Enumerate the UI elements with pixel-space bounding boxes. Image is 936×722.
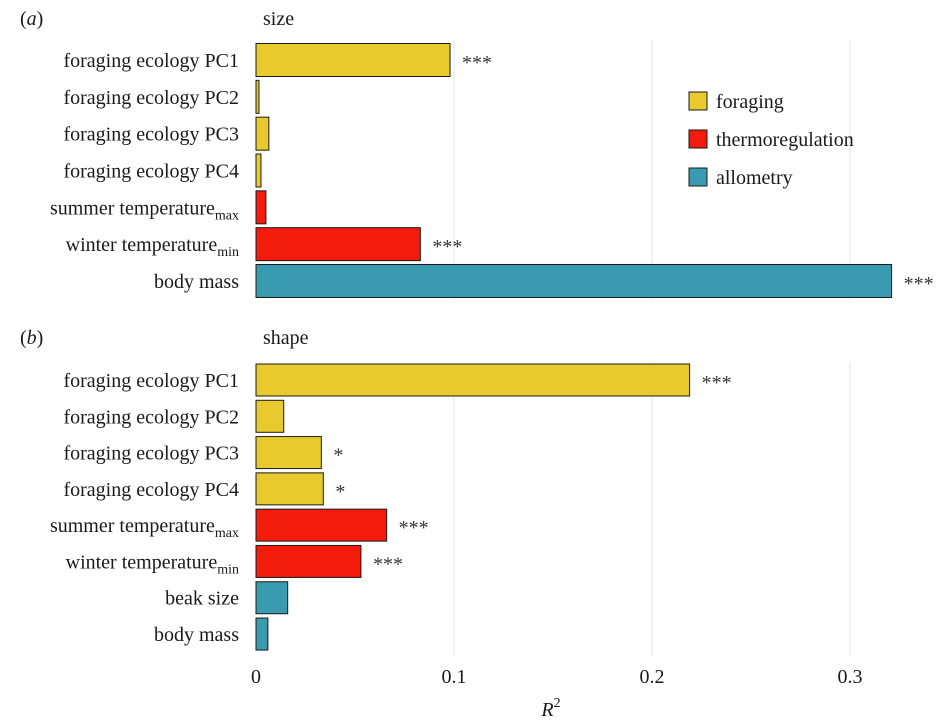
category-label: foraging ecology PC4 bbox=[63, 160, 239, 182]
x-tick-label: 0.3 bbox=[838, 666, 863, 688]
bar bbox=[255, 399, 285, 433]
panel-tag-open: ( bbox=[20, 327, 27, 349]
legend-label: allometry bbox=[716, 167, 793, 189]
panel-tag: (a) bbox=[20, 8, 43, 30]
significance-label: * bbox=[335, 481, 345, 503]
category-label: foraging ecology PC2 bbox=[63, 406, 239, 428]
legend: foraging thermoregulation allometry bbox=[688, 91, 854, 189]
category-label: foraging ecology PC3 bbox=[63, 443, 239, 465]
bar bbox=[255, 508, 388, 542]
bar bbox=[255, 544, 362, 578]
bar bbox=[255, 79, 260, 114]
bars bbox=[255, 43, 893, 651]
panel-tag-open: ( bbox=[20, 8, 27, 30]
significance-label: *** bbox=[432, 236, 462, 258]
x-axis: 0 0.1 0.2 0.3 R2 bbox=[251, 666, 863, 721]
panel-title: shape bbox=[263, 327, 309, 349]
panel-tag-letter: b bbox=[27, 327, 37, 349]
panel-tag: (b) bbox=[20, 327, 43, 349]
category-label: foraging ecology PC1 bbox=[63, 370, 239, 392]
significance-label: *** bbox=[904, 273, 934, 295]
x-tick-label: 0.1 bbox=[442, 666, 467, 688]
category-label-text: foraging ecology PC2 bbox=[63, 406, 239, 428]
category-label-subscript: min bbox=[217, 562, 239, 577]
bar bbox=[255, 227, 421, 262]
x-axis-label: R2 bbox=[540, 696, 560, 721]
category-label-subscript: min bbox=[217, 245, 239, 260]
bar bbox=[255, 190, 267, 225]
bar bbox=[255, 617, 269, 651]
category-label-text: foraging ecology PC1 bbox=[63, 50, 239, 72]
x-axis-label-text: R bbox=[540, 699, 553, 721]
category-label-text: winter temperature bbox=[66, 234, 218, 256]
category-label-text: winter temperature bbox=[66, 551, 218, 573]
gridlines bbox=[453, 40, 851, 656]
panel-tag-close: ) bbox=[37, 327, 44, 349]
bar bbox=[255, 153, 262, 188]
x-axis-label-superscript: 2 bbox=[554, 696, 561, 711]
bar bbox=[255, 581, 289, 615]
legend-label: thermoregulation bbox=[716, 129, 854, 151]
category-label-text: summer temperature bbox=[50, 515, 215, 537]
panel-tag-close: ) bbox=[37, 8, 44, 30]
legend-label: foraging bbox=[716, 91, 784, 113]
category-label: winter temperaturemin bbox=[66, 234, 239, 260]
legend-swatch bbox=[688, 167, 708, 187]
category-label-text: summer temperature bbox=[50, 197, 215, 219]
category-label-text: foraging ecology PC3 bbox=[63, 124, 239, 146]
significance-label: * bbox=[333, 445, 343, 467]
category-label: winter temperaturemin bbox=[66, 551, 239, 577]
significance-label: *** bbox=[373, 553, 403, 575]
bar bbox=[255, 116, 270, 151]
legend-swatch bbox=[688, 129, 708, 149]
category-label: foraging ecology PC3 bbox=[63, 124, 239, 146]
category-label: summer temperaturemax bbox=[50, 197, 239, 223]
category-label: body mass bbox=[154, 271, 239, 293]
category-label-text: body mass bbox=[154, 271, 239, 293]
category-label: beak size bbox=[165, 588, 239, 610]
category-label-subscript: max bbox=[215, 526, 239, 541]
category-label: foraging ecology PC2 bbox=[63, 87, 239, 109]
category-label: body mass bbox=[154, 624, 239, 646]
category-label-text: body mass bbox=[154, 624, 239, 646]
significance-label: *** bbox=[399, 517, 429, 539]
category-label-text: foraging ecology PC1 bbox=[63, 370, 239, 392]
bar bbox=[255, 263, 893, 298]
x-tick-label: 0.2 bbox=[640, 666, 665, 688]
significance-label: *** bbox=[462, 52, 492, 74]
bar bbox=[255, 43, 451, 77]
category-label: foraging ecology PC4 bbox=[63, 479, 239, 501]
bar bbox=[255, 472, 324, 506]
category-label-text: beak size bbox=[165, 588, 239, 610]
category-label-subscript: max bbox=[215, 208, 239, 223]
category-label-text: foraging ecology PC3 bbox=[63, 443, 239, 465]
category-label: foraging ecology PC1 bbox=[63, 50, 239, 72]
legend-swatch bbox=[688, 91, 708, 111]
panel-tag-letter: a bbox=[27, 8, 37, 30]
category-label-text: foraging ecology PC4 bbox=[63, 160, 239, 182]
bar bbox=[255, 436, 322, 470]
x-tick-label: 0 bbox=[251, 666, 261, 688]
category-label-text: foraging ecology PC2 bbox=[63, 87, 239, 109]
category-label-text: foraging ecology PC4 bbox=[63, 479, 239, 501]
bar bbox=[255, 363, 691, 397]
panel-title: size bbox=[263, 8, 294, 30]
significance-label: *** bbox=[702, 372, 732, 394]
category-label: summer temperaturemax bbox=[50, 515, 239, 541]
